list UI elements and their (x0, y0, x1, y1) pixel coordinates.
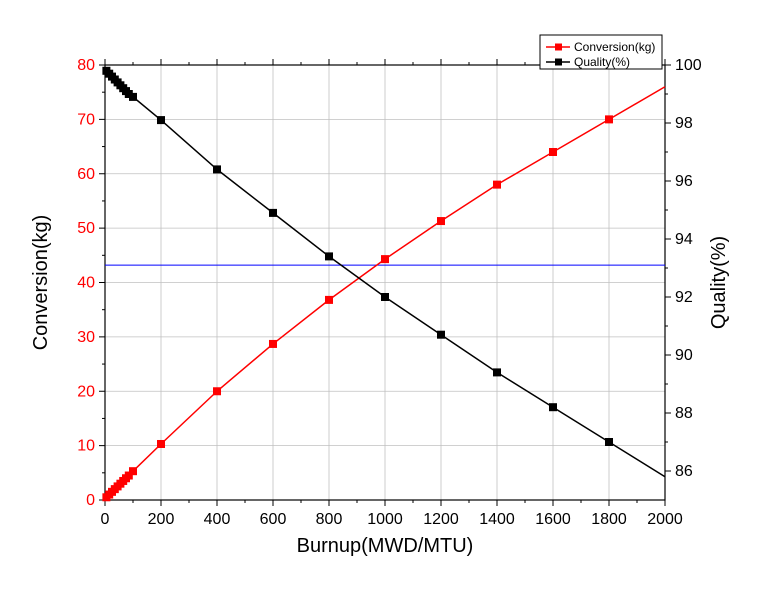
x-axis-label: Burnup(MWD/MTU) (297, 535, 474, 557)
x-tick-label: 2000 (647, 511, 683, 528)
series-marker (326, 296, 333, 303)
y-left-tick-label: 0 (86, 492, 95, 509)
series-marker (158, 117, 165, 124)
series-marker (438, 218, 445, 225)
series-marker (214, 388, 221, 395)
legend-label: Quality(%) (574, 55, 630, 69)
y-left-tick-label: 40 (77, 275, 95, 292)
y-right-tick-label: 94 (675, 231, 693, 248)
y-left-tick-label: 30 (77, 329, 95, 346)
series-marker (494, 181, 501, 188)
series-marker (326, 253, 333, 260)
y-right-tick-label: 88 (675, 405, 693, 422)
x-tick-label: 0 (101, 511, 110, 528)
x-tick-label: 1800 (591, 511, 627, 528)
x-tick-label: 1600 (535, 511, 571, 528)
series-marker (606, 116, 613, 123)
series-marker (270, 340, 277, 347)
series-marker (382, 294, 389, 301)
x-tick-label: 1200 (423, 511, 459, 528)
legend-label: Conversion(kg) (574, 40, 655, 54)
chart-svg: 0 200 400 600 800 1000 1200 1400 1600 1800 2000 0 10… (0, 0, 782, 601)
y-right-tick-label: 98 (675, 115, 693, 132)
series-marker (550, 149, 557, 156)
y-left-tick-label: 20 (77, 383, 95, 400)
y-left-tick-label: 50 (77, 220, 95, 237)
series-marker (606, 439, 613, 446)
series-marker (214, 166, 221, 173)
series-marker (130, 93, 137, 100)
x-tick-label: 400 (204, 511, 231, 528)
y-right-tick-label: 100 (675, 57, 702, 74)
x-tick-label: 800 (316, 511, 343, 528)
y-right-tick-label: 92 (675, 289, 693, 306)
x-tick-label: 600 (260, 511, 287, 528)
series-marker (158, 440, 165, 447)
series-line (106, 87, 665, 498)
chart-container: 0 200 400 600 800 1000 1200 1400 1600 1800 2000 0 10… (0, 0, 782, 601)
series-marker (550, 404, 557, 411)
series-marker (438, 331, 445, 338)
series-marker (130, 468, 137, 475)
x-tick-label: 1400 (479, 511, 515, 528)
y-right-tick-label: 90 (675, 347, 693, 364)
y-left-tick-label: 80 (77, 57, 95, 74)
series-marker (382, 256, 389, 263)
y-left-tick-label: 10 (77, 438, 95, 455)
x-tick-label: 200 (148, 511, 175, 528)
y-right-axis-label: Quality(%) (708, 236, 730, 329)
x-tick-label: 1000 (367, 511, 403, 528)
y-right-tick-label: 86 (675, 463, 693, 480)
y-left-tick-label: 70 (77, 111, 95, 128)
y-left-axis-label: Conversion(kg) (30, 215, 52, 351)
y-right-tick-label: 96 (675, 173, 693, 190)
series-marker (494, 369, 501, 376)
series-marker (270, 209, 277, 216)
y-left-tick-label: 60 (77, 166, 95, 183)
